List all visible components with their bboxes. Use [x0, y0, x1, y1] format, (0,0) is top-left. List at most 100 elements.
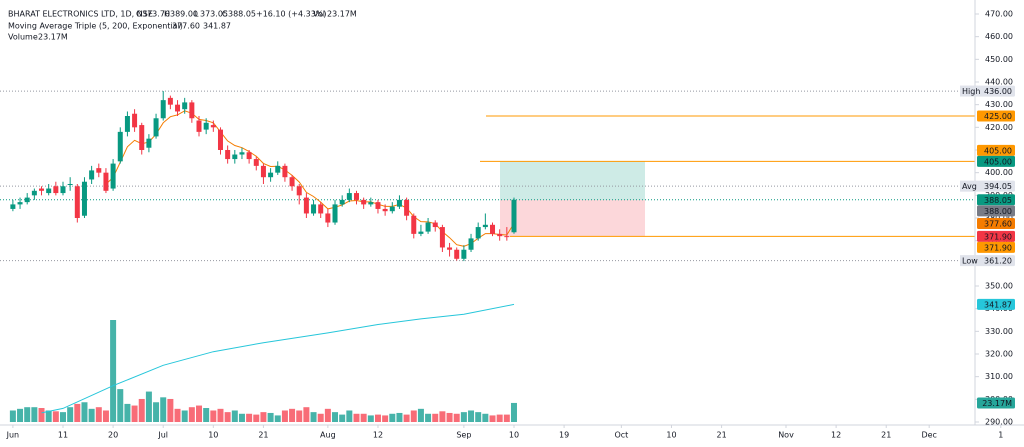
candle-body: [53, 186, 59, 194]
x-tick-label: 11: [58, 431, 68, 440]
candle-body: [203, 122, 209, 130]
volume-bar: [52, 411, 59, 422]
x-tick-label: 20: [108, 431, 118, 440]
candle-body: [311, 204, 317, 214]
volume-bar: [160, 397, 167, 422]
x-tick-label: 21: [881, 431, 891, 440]
price-tag: [977, 144, 1015, 156]
volume-bar: [281, 410, 288, 422]
x-tick-label: 10: [208, 431, 218, 440]
y-tick-label: 350.00: [985, 282, 1013, 291]
vol-value: 23.17M: [327, 10, 357, 19]
price-tag-label: 377.60: [984, 219, 1012, 228]
volume-bar: [310, 412, 317, 422]
x-tick-label: 19: [559, 431, 569, 440]
indicator-title: Moving Average Triple (5, 200, Exponenti…: [8, 22, 183, 31]
candle-body: [17, 202, 23, 205]
y-tick-label: 310.00: [985, 372, 1013, 381]
candle-body: [39, 188, 45, 191]
vol-key: Vol: [313, 10, 325, 19]
x-tick-label: Aug: [320, 431, 336, 440]
volume-bar: [332, 412, 339, 422]
candle-body: [439, 227, 445, 248]
volume-bar: [324, 408, 331, 422]
candle-body: [124, 116, 130, 132]
volume-bar: [475, 412, 482, 422]
x-tick-label: Jun: [6, 431, 20, 440]
candle-body: [239, 152, 245, 155]
moving-average-line: [41, 303, 515, 414]
volume-bar: [274, 415, 281, 422]
volume-bar: [353, 413, 360, 422]
ohlc-key: L: [194, 10, 199, 19]
volume-bar: [403, 414, 410, 422]
plot-area: [0, 90, 975, 422]
volume-bar: [102, 410, 109, 422]
candle-body: [117, 131, 123, 162]
x-tick-label: Dec: [921, 431, 936, 440]
candle-body: [418, 231, 424, 234]
candle-body: [382, 208, 388, 212]
x-tick-label: Sep: [456, 431, 471, 440]
price-tag: [977, 110, 1015, 122]
volume-bar: [217, 408, 224, 422]
volume-bar: [496, 414, 503, 422]
candle-body: [110, 163, 116, 189]
moving-average-line: [105, 110, 515, 247]
volume-bar: [131, 405, 138, 422]
candle-body: [511, 199, 517, 233]
volume-tag: [977, 397, 1015, 409]
ohlc-key: H: [164, 10, 170, 19]
price-tag-label: 371.90: [984, 243, 1012, 252]
candle-body: [396, 199, 402, 207]
volume-bar: [260, 412, 267, 422]
volume-bar: [296, 410, 303, 422]
volume-bar: [81, 402, 88, 422]
candle-body: [282, 165, 288, 178]
price-tag-caption: Avg: [962, 182, 977, 191]
volume-value: 23.17M: [38, 33, 68, 42]
volume-bar: [289, 408, 296, 422]
volume-bar: [432, 413, 439, 422]
candle-body: [146, 138, 152, 148]
volume-bar: [24, 407, 31, 422]
volume-bar: [468, 410, 475, 422]
volume-bar: [489, 415, 496, 422]
volume-bar: [38, 408, 45, 422]
price-tag: [977, 85, 1015, 97]
price-tag: [977, 241, 1015, 253]
volume-bar: [45, 410, 52, 422]
y-tick-label: 430.00: [985, 100, 1013, 109]
ohlc-key: C: [222, 10, 228, 19]
price-tag-caption-box: [960, 180, 978, 192]
volume-bar: [396, 412, 403, 422]
candle-body: [246, 152, 252, 160]
price-tag: [977, 180, 1015, 192]
x-tick-label: 10: [509, 431, 519, 440]
candle-body: [268, 172, 274, 178]
volume-bar: [95, 407, 102, 422]
price-tag-label: 371.90: [984, 232, 1012, 241]
candle-body: [332, 204, 338, 223]
x-tick-label: 1: [998, 431, 1003, 440]
price-tag: [977, 194, 1015, 206]
ohlc-value: 373.70: [142, 10, 170, 19]
volume-bar: [174, 408, 181, 422]
y-tick-label: 420.00: [985, 123, 1013, 132]
volume-bar: [110, 320, 117, 422]
candle-body: [411, 215, 417, 234]
candle-body: [67, 184, 73, 185]
price-tag-caption-box: [960, 255, 978, 267]
candle-body: [210, 125, 216, 128]
x-tick-label: Nov: [778, 431, 794, 440]
price-tag-label: 436.00: [984, 87, 1012, 96]
volume-bar: [59, 412, 66, 422]
volume-bar: [460, 412, 467, 422]
volume-bar: [382, 415, 389, 422]
price-tag-label: 405.00: [984, 146, 1012, 155]
volume-bar: [253, 414, 260, 422]
volume-bar: [346, 410, 353, 422]
candle-body: [182, 102, 188, 110]
price-tag-label: 394.05: [984, 182, 1012, 191]
